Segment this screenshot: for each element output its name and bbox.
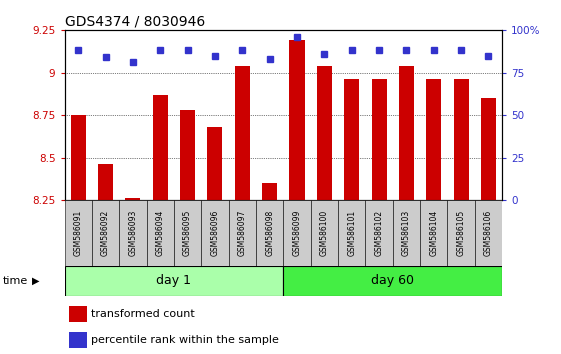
Bar (371, 79, 387, 200)
Text: GSM586093: GSM586093 (128, 210, 137, 256)
Text: GSM586104: GSM586104 (429, 210, 438, 256)
Text: ▶: ▶ (32, 275, 39, 286)
Bar (453, 79, 468, 200)
Bar (98, 164, 113, 200)
Bar (311, 200, 338, 266)
Text: GSM586095: GSM586095 (183, 210, 192, 256)
Text: GSM586106: GSM586106 (484, 210, 493, 256)
Bar (283, 266, 502, 296)
Bar (365, 200, 393, 266)
Bar (344, 79, 359, 200)
Bar (481, 98, 496, 200)
Bar (426, 79, 442, 200)
Bar (69, 307, 86, 322)
Bar (146, 200, 174, 266)
Bar (180, 110, 195, 200)
Bar (92, 200, 119, 266)
Bar (448, 200, 475, 266)
Bar (125, 198, 140, 200)
Text: GSM586100: GSM586100 (320, 210, 329, 256)
Bar (65, 266, 283, 296)
Bar (119, 200, 146, 266)
Text: GSM586105: GSM586105 (457, 210, 466, 256)
Text: GSM586097: GSM586097 (238, 210, 247, 256)
Bar (399, 66, 414, 200)
Text: GSM586099: GSM586099 (292, 210, 301, 256)
Bar (256, 200, 283, 266)
Bar (153, 95, 168, 200)
Bar (262, 183, 277, 200)
Bar (420, 200, 448, 266)
Bar (229, 200, 256, 266)
Text: GSM586103: GSM586103 (402, 210, 411, 256)
Bar (201, 200, 229, 266)
Text: time: time (3, 275, 28, 286)
Text: GSM586098: GSM586098 (265, 210, 274, 256)
Bar (208, 127, 223, 200)
Text: GSM586094: GSM586094 (156, 210, 165, 256)
Bar (283, 200, 311, 266)
Text: percentile rank within the sample: percentile rank within the sample (90, 335, 278, 345)
Bar (69, 332, 86, 348)
Text: day 60: day 60 (371, 274, 414, 287)
Text: GDS4374 / 8030946: GDS4374 / 8030946 (65, 15, 205, 29)
Bar (65, 200, 92, 266)
Bar (475, 200, 502, 266)
Text: day 1: day 1 (157, 274, 191, 287)
Bar (317, 66, 332, 200)
Text: GSM586092: GSM586092 (101, 210, 110, 256)
Text: GSM586101: GSM586101 (347, 210, 356, 256)
Text: transformed count: transformed count (90, 309, 194, 319)
Text: GSM586091: GSM586091 (73, 210, 82, 256)
Bar (393, 200, 420, 266)
Bar (71, 115, 86, 200)
Text: GSM586096: GSM586096 (210, 210, 219, 256)
Bar (289, 40, 305, 200)
Bar (234, 66, 250, 200)
Text: GSM586102: GSM586102 (375, 210, 384, 256)
Bar (338, 200, 365, 266)
Bar (174, 200, 201, 266)
